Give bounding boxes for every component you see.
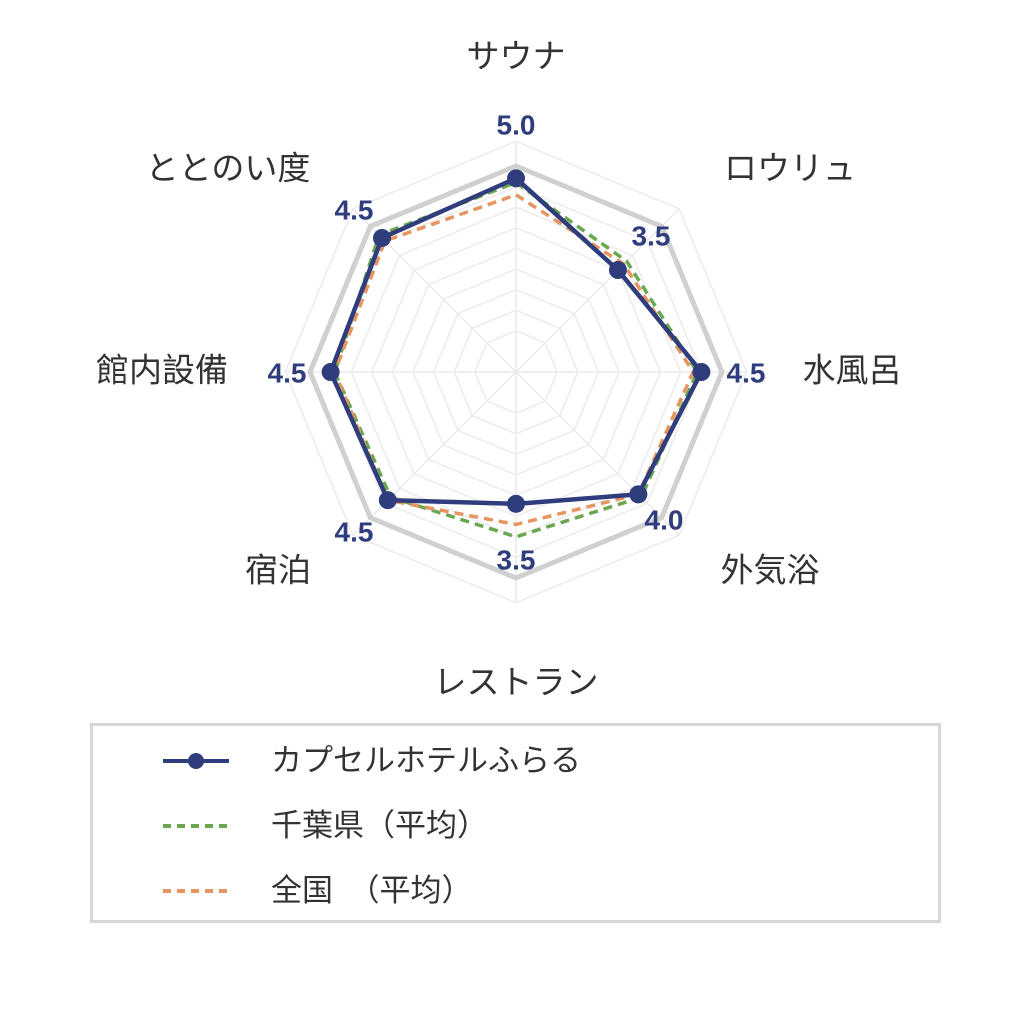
category-label-7: ととのい度 — [146, 149, 311, 188]
legend: カプセルホテルふらる 千葉県（平均） 全国 （平均） — [90, 723, 941, 923]
radar-outline — [307, 163, 725, 581]
radar-labels: サウナ 5.0 ロウリュ 3.5 水風呂 4.5 外気浴 4.0 レストラン 3.5 宿泊 4.5 館内… — [96, 37, 902, 702]
legend-label-0: カプセルホテルふらる — [271, 743, 581, 779]
legend-label-2: 全国 （平均） — [271, 873, 473, 909]
series-0-point-5 — [378, 491, 397, 510]
legend-swatch-1 — [163, 824, 229, 828]
series-line-2 — [332, 193, 695, 527]
value-label-7: 4.5 — [335, 194, 374, 225]
series-0-point-4 — [507, 494, 525, 513]
value-label-1: 3.5 — [632, 220, 671, 251]
series-0-point-7 — [372, 228, 391, 247]
value-label-0: 5.0 — [497, 109, 536, 140]
category-label-0: サウナ — [467, 37, 566, 76]
radar-series — [321, 169, 711, 539]
series-0-point-0 — [507, 169, 525, 188]
category-label-1: ロウリュ — [724, 149, 856, 188]
grid-spoke-3 — [515, 371, 680, 536]
value-label-3: 4.0 — [645, 504, 684, 535]
value-label-6: 4.5 — [268, 357, 307, 388]
category-label-6: 館内設備 — [96, 351, 228, 390]
legend-swatch-2 — [163, 889, 229, 893]
legend-label-1: 千葉県（平均） — [271, 808, 488, 844]
category-label-2: 水風呂 — [803, 351, 902, 390]
category-label-4: レストラン — [434, 663, 599, 702]
grid-spoke-1 — [515, 208, 680, 373]
legend-swatch-0 — [163, 753, 229, 769]
series-0-point-1 — [608, 261, 627, 280]
series-0-point-2 — [692, 363, 711, 381]
category-label-5: 宿泊 — [245, 551, 311, 590]
category-label-3: 外気浴 — [721, 551, 820, 590]
value-label-4: 3.5 — [497, 544, 536, 575]
series-0-point-3 — [629, 485, 648, 504]
value-label-2: 4.5 — [727, 357, 766, 388]
value-label-5: 4.5 — [335, 516, 374, 547]
series-0-point-6 — [321, 363, 340, 381]
grid-spoke-5 — [352, 371, 517, 536]
radar-chart: サウナ 5.0 ロウリュ 3.5 水風呂 4.5 外気浴 4.0 レストラン 3.5 宿泊 4.5 館内… — [96, 37, 902, 702]
